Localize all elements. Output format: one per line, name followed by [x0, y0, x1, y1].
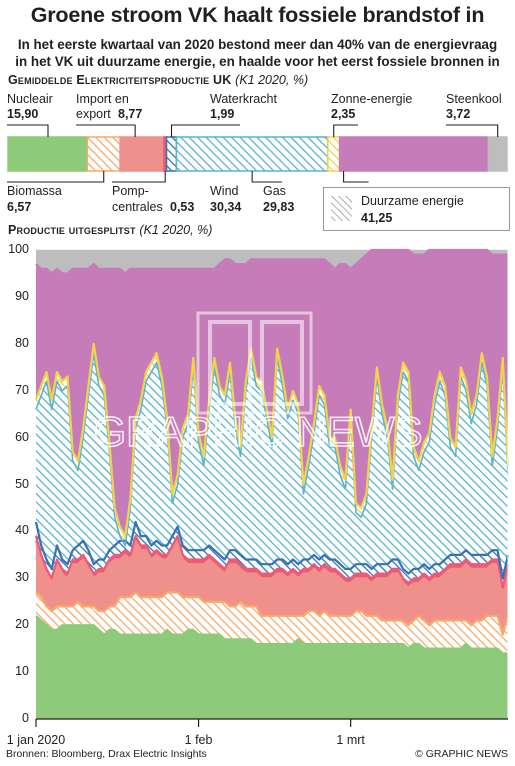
area-biomassa — [36, 592, 508, 654]
line-zonne-energie — [34, 342, 510, 538]
watermark: GRAPHIC NEWS — [93, 311, 423, 456]
value-wind: 30,34 — [210, 200, 242, 214]
bar-segment-4 — [165, 136, 178, 172]
value-waterkracht: 1,99 — [210, 107, 235, 121]
chart-section-heading: Productie uitgesplitst (K1 2020, %) — [8, 223, 212, 237]
label-import-2: export — [76, 107, 111, 121]
leader-wind — [251, 171, 283, 183]
legend-label: Duurzame energie — [361, 194, 464, 208]
line-import-en-export — [34, 539, 510, 594]
label-waterkracht: Waterkracht — [210, 92, 277, 106]
page-title: Groene stroom VK haalt fossiele brandsto… — [30, 3, 485, 27]
line-nucleair — [35, 614, 508, 655]
area-steenkool — [36, 250, 508, 274]
bar-segment-0 — [7, 136, 89, 172]
leader-import — [76, 124, 136, 137]
watermark-logo — [196, 311, 313, 415]
label-import-1: Import en — [76, 92, 129, 106]
bar-leader-lines — [7, 124, 499, 183]
y-tick-30: 30 — [15, 570, 29, 585]
y-tick-100: 100 — [8, 242, 29, 256]
label-wind: Wind — [210, 184, 239, 198]
line-pompcentrales — [34, 535, 510, 589]
bar-section-heading: Gemiddelde elektriciteitsproductie UK (K… — [8, 73, 308, 87]
area-chart — [34, 248, 510, 719]
label-nucleair: Nucleair — [7, 92, 53, 106]
leader-nucleair — [7, 124, 49, 137]
line-wind — [35, 352, 509, 547]
y-tick-90: 90 — [15, 288, 29, 303]
value-import: 8,77 — [118, 107, 143, 121]
bar-segment-1 — [86, 136, 121, 172]
area-gas — [36, 250, 508, 537]
x-tick-1: 1 feb — [184, 733, 213, 747]
y-tick-80: 80 — [15, 335, 29, 350]
y-tick-60: 60 — [15, 429, 29, 444]
chart-section-period: (K1 2020, %) — [139, 223, 213, 237]
line-biomassa — [35, 591, 510, 636]
value-gas: 29,83 — [263, 200, 295, 214]
bar-segment-8 — [487, 136, 508, 172]
x-tick-0: 1 jan 2020 — [6, 733, 66, 747]
area-import-en-export — [36, 540, 508, 635]
y-tick-10: 10 — [15, 664, 29, 679]
y-tick-70: 70 — [15, 382, 29, 397]
chart-section-title: Productie uitgesplitst — [8, 223, 136, 237]
bar-segment-6 — [327, 136, 341, 172]
area-nucleair — [36, 615, 508, 719]
credit: © GRAPHIC NEWS — [415, 748, 508, 760]
line-gas — [35, 248, 508, 275]
value-zonne: 2,35 — [331, 107, 356, 121]
y-tick-50: 50 — [15, 476, 29, 491]
bar-segment-7 — [338, 136, 490, 172]
bar-segment-2 — [119, 136, 165, 172]
value-biomassa: 6,57 — [7, 200, 32, 214]
renewable-legend: Duurzame energie 41,25 — [323, 187, 510, 231]
value-pomp: 0,53 — [170, 200, 195, 214]
stacked-bar — [7, 136, 508, 172]
leader-pomp — [112, 171, 166, 183]
line-waterkracht — [34, 520, 510, 580]
label-pomp-2: centrales — [112, 200, 163, 214]
leader-steenkool — [446, 124, 499, 137]
y-tick-0: 0 — [22, 711, 29, 725]
label-steenkool: Steenkool — [446, 92, 502, 106]
renewable-hatch-swatch — [331, 196, 352, 221]
subtitle-line-1: In het eerste kwartaal van 2020 bestond … — [17, 37, 498, 52]
sources: Bronnen: Bloomberg, Drax Electric Insigh… — [6, 748, 207, 760]
value-steenkool: 3,72 — [446, 107, 471, 121]
y-tick-40: 40 — [15, 523, 29, 538]
bar-section-title: Gemiddelde elektriciteitsproductie UK — [8, 73, 232, 87]
chart-axes — [35, 718, 508, 727]
leader-biomassa — [7, 171, 105, 183]
x-tick-2: 1 mrt — [336, 733, 365, 747]
leader-waterkracht — [170, 124, 240, 137]
label-pomp-1: Pomp- — [112, 184, 149, 198]
label-biomassa: Biomassa — [7, 184, 62, 198]
bar-section-period: (K1 2020, %) — [235, 73, 309, 87]
value-nucleair: 15,90 — [7, 107, 39, 121]
subtitle-line-2: in het VK uit duurzame energie, en haald… — [15, 54, 500, 69]
area-wind — [36, 353, 508, 579]
label-gas: Gas — [263, 184, 286, 198]
bar-segment-5 — [175, 136, 329, 172]
y-tick-20: 20 — [15, 617, 29, 632]
legend-value: 41,25 — [361, 211, 393, 225]
label-zonne: Zonne-energie — [331, 92, 413, 106]
leader-gas — [343, 171, 369, 183]
leader-zonne — [333, 124, 358, 137]
watermark-text: GRAPHIC NEWS — [93, 408, 422, 455]
